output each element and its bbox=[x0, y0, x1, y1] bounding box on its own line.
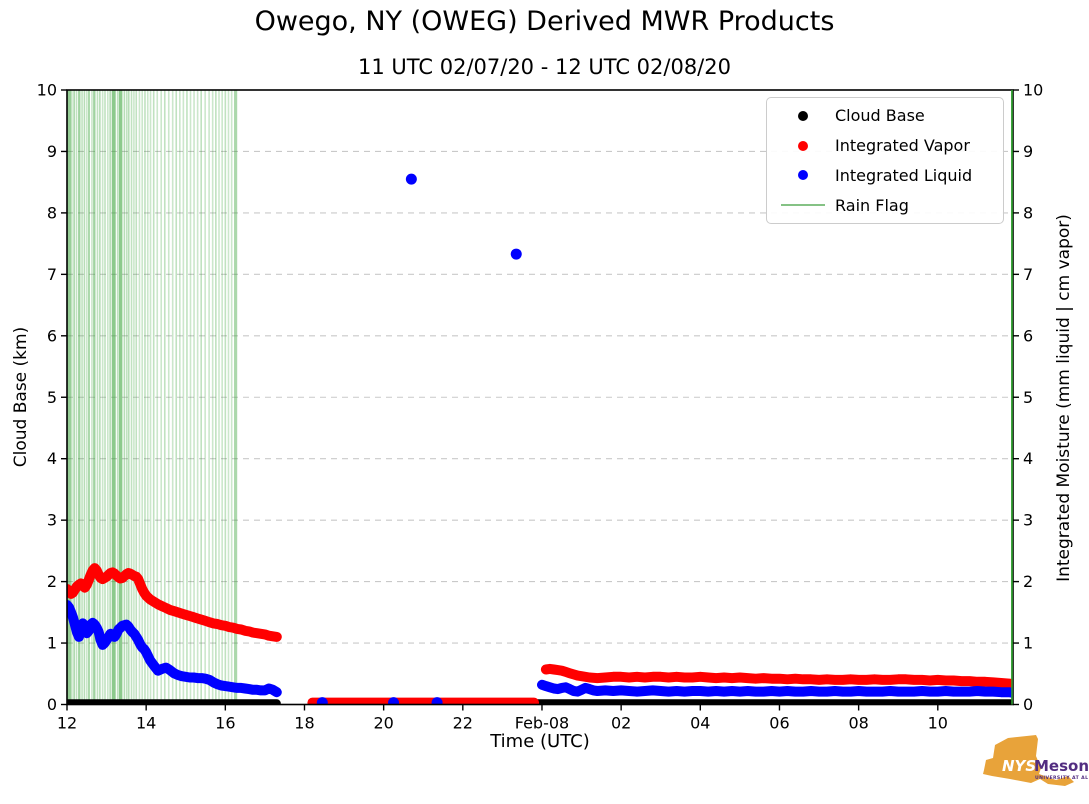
svg-text:08: 08 bbox=[848, 714, 868, 733]
legend-item-integrated-vapor: Integrated Vapor bbox=[767, 132, 1003, 160]
svg-text:22: 22 bbox=[453, 714, 473, 733]
integrated-vapor-dot-icon bbox=[798, 140, 808, 151]
legend: Cloud Base Integrated Vapor Integrated L… bbox=[766, 97, 1004, 224]
ny-state-shape-icon bbox=[983, 735, 1074, 786]
legend-item-cloud-base: Cloud Base bbox=[767, 102, 1003, 130]
logo-mesonet-text: Mesonet bbox=[1034, 757, 1088, 775]
svg-text:2: 2 bbox=[47, 572, 57, 591]
svg-text:8: 8 bbox=[1023, 203, 1033, 222]
svg-text:1: 1 bbox=[1023, 634, 1033, 653]
chart-subtitle: 11 UTC 02/07/20 - 12 UTC 02/08/20 bbox=[358, 55, 731, 79]
svg-text:9: 9 bbox=[47, 142, 57, 161]
svg-text:20: 20 bbox=[373, 714, 393, 733]
logo-nys-text: NYS bbox=[1002, 757, 1036, 775]
svg-text:2: 2 bbox=[1023, 572, 1033, 591]
svg-text:16: 16 bbox=[215, 714, 235, 733]
y-axis-left-label: Cloud Base (km) bbox=[11, 326, 31, 468]
svg-text:5: 5 bbox=[47, 388, 57, 407]
integrated-liquid-dot-icon bbox=[798, 170, 808, 181]
svg-text:06: 06 bbox=[769, 714, 789, 733]
svg-text:04: 04 bbox=[690, 714, 710, 733]
nys-mesonet-logo: NYS Mesonet UNIVERSITY AT ALBANY bbox=[983, 735, 1088, 786]
svg-text:12: 12 bbox=[57, 714, 77, 733]
svg-text:Feb-08: Feb-08 bbox=[515, 714, 569, 733]
page-title: Owego, NY (OWEG) Derived MWR Products bbox=[254, 6, 835, 37]
svg-text:02: 02 bbox=[611, 714, 631, 733]
svg-text:5: 5 bbox=[1023, 388, 1033, 407]
svg-text:6: 6 bbox=[1023, 326, 1033, 345]
y-axis-right-label: Integrated Moisture (mm liquid | cm vapo… bbox=[1054, 214, 1074, 582]
legend-label: Cloud Base bbox=[835, 106, 925, 126]
svg-text:10: 10 bbox=[1023, 81, 1043, 100]
legend-label: Integrated Liquid bbox=[835, 165, 973, 185]
svg-text:6: 6 bbox=[47, 326, 57, 345]
logo-tagline-text: UNIVERSITY AT ALBANY bbox=[1035, 775, 1088, 781]
legend-item-integrated-liquid: Integrated Liquid bbox=[767, 161, 1003, 189]
cloud-base-dot-icon bbox=[798, 110, 808, 121]
svg-text:14: 14 bbox=[136, 714, 156, 733]
legend-item-rain-flag: Rain Flag bbox=[767, 191, 1003, 219]
svg-text:9: 9 bbox=[1023, 142, 1033, 161]
svg-text:3: 3 bbox=[47, 511, 57, 530]
svg-text:4: 4 bbox=[1023, 449, 1033, 468]
svg-text:0: 0 bbox=[47, 695, 57, 714]
rain-flag-line-icon bbox=[781, 203, 825, 207]
x-axis-label: Time (UTC) bbox=[490, 731, 590, 752]
svg-text:10: 10 bbox=[37, 81, 57, 100]
svg-text:8: 8 bbox=[47, 203, 57, 222]
svg-text:18: 18 bbox=[294, 714, 314, 733]
svg-text:0: 0 bbox=[1023, 695, 1033, 714]
svg-text:7: 7 bbox=[47, 265, 57, 284]
legend-label: Rain Flag bbox=[835, 195, 909, 215]
legend-label: Integrated Vapor bbox=[835, 136, 970, 156]
svg-text:4: 4 bbox=[47, 449, 57, 468]
svg-text:3: 3 bbox=[1023, 511, 1033, 530]
svg-text:7: 7 bbox=[1023, 265, 1033, 284]
svg-text:10: 10 bbox=[928, 714, 948, 733]
svg-text:1: 1 bbox=[47, 634, 57, 653]
